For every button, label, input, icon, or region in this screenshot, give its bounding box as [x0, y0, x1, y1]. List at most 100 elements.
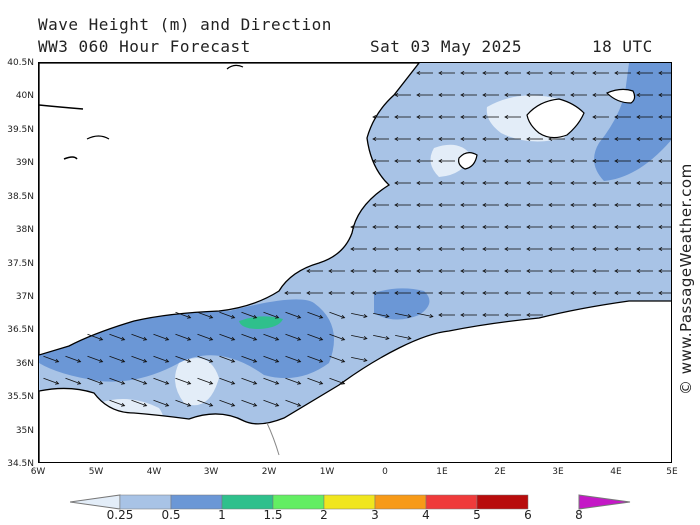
wave-direction-arrowhead	[394, 224, 399, 230]
wave-direction-arrowhead	[592, 70, 597, 76]
wave-direction-arrow	[175, 377, 191, 385]
wave-direction-arrowhead	[482, 268, 487, 274]
wave-direction-arrow	[307, 377, 323, 385]
wave-direction-arrowhead	[614, 136, 619, 142]
wave-direction-arrow	[219, 333, 235, 341]
wave-direction-arrowhead	[460, 136, 465, 142]
wave-direction-arrow	[131, 399, 147, 407]
wave-direction-arrowhead	[592, 136, 597, 142]
wave-direction-arrowhead	[636, 114, 641, 120]
lon-label: 3W	[203, 467, 219, 477]
wave-direction-arrow	[395, 335, 411, 339]
wave-direction-arrowhead	[658, 158, 663, 164]
wave-direction-arrowhead	[284, 290, 289, 296]
wave-direction-arrowhead	[230, 380, 236, 385]
wave-direction-arrowhead	[482, 312, 487, 318]
wave-direction-arrowhead	[526, 224, 531, 230]
wave-direction-arrowhead	[230, 314, 236, 319]
wave-direction-arrowhead	[164, 380, 170, 385]
lat-label: 36N	[15, 359, 34, 369]
wave-direction-arrowhead	[592, 224, 597, 230]
wave-direction-arrow	[175, 399, 191, 407]
wave-direction-arrowhead	[614, 224, 619, 230]
lat-label: 39N	[15, 158, 34, 168]
wave-direction-arrow	[241, 377, 257, 385]
wave-direction-arrowhead	[658, 224, 663, 230]
wave-direction-arrowhead	[526, 70, 531, 76]
wave-direction-arrow	[329, 355, 345, 363]
wave-direction-arrowhead	[482, 246, 487, 252]
lon-label: 1W	[319, 467, 335, 477]
wave-direction-arrowhead	[394, 268, 399, 274]
wave-direction-arrow	[241, 333, 257, 341]
wave-direction-arrowhead	[76, 380, 82, 385]
wave-direction-arrow	[43, 355, 59, 363]
wave-direction-arrowhead	[438, 268, 443, 274]
wave-direction-arrowhead	[460, 224, 465, 230]
wave-direction-arrowhead	[438, 180, 443, 186]
wave-direction-arrowhead	[186, 380, 192, 385]
wave-direction-arrowhead	[208, 314, 214, 319]
wave-direction-arrowhead	[504, 70, 509, 76]
wave-direction-arrow	[285, 355, 301, 363]
wave-direction-arrowhead	[636, 92, 641, 98]
wave-direction-arrowhead	[416, 180, 421, 186]
lat-label: 35.5N	[7, 392, 34, 402]
wave-direction-arrowhead	[614, 202, 619, 208]
wave-direction-arrowhead	[407, 314, 412, 319]
wave-direction-arrowhead	[120, 358, 126, 363]
wave-direction-arrowhead	[526, 158, 531, 164]
wave-direction-arrow	[285, 333, 301, 341]
wave-direction-arrowhead	[372, 114, 377, 120]
wave-direction-arrow	[153, 399, 169, 407]
wave-direction-arrowhead	[416, 290, 421, 296]
lon-label: 4E	[610, 467, 622, 477]
lon-label: 3E	[552, 467, 564, 477]
wave-direction-arrowhead	[460, 92, 465, 98]
wave-direction-arrow	[197, 311, 213, 319]
wave-direction-arrow	[109, 333, 125, 341]
wave-direction-arrowhead	[186, 314, 192, 319]
wave-direction-arrowhead	[636, 202, 641, 208]
wave-direction-arrowhead	[482, 92, 487, 98]
wave-direction-arrowhead	[570, 70, 575, 76]
wave-direction-arrow	[263, 311, 279, 319]
wave-direction-arrowhead	[98, 336, 104, 341]
wave-direction-arrow	[175, 333, 191, 341]
wave-direction-arrowhead	[296, 402, 302, 407]
wave-direction-arrow	[109, 377, 125, 385]
wave-direction-arrowhead	[274, 402, 280, 407]
wave-direction-arrow	[329, 333, 345, 341]
wave-direction-arrowhead	[252, 314, 258, 319]
wave-direction-arrowhead	[208, 380, 214, 385]
wave-direction-arrowhead	[230, 336, 236, 341]
colorbar-segment	[119, 494, 172, 510]
wave-direction-arrowhead	[504, 114, 509, 120]
wave-direction-arrowhead	[504, 224, 509, 230]
wave-direction-arrowhead	[372, 290, 377, 296]
colorbar-segment	[374, 494, 427, 510]
lat-label: 36.5N	[7, 325, 34, 335]
wave-direction-arrowhead	[394, 158, 399, 164]
wave-direction-arrow	[87, 333, 103, 341]
wave-direction-arrowhead	[186, 402, 192, 407]
wave-direction-arrowhead	[429, 314, 434, 319]
wave-direction-arrowhead	[318, 314, 324, 319]
wave-direction-arrow	[131, 333, 147, 341]
forecast-date: Sat 03 May 2025	[370, 37, 522, 56]
wave-direction-arrowhead	[230, 402, 236, 407]
wave-direction-arrowhead	[548, 246, 553, 252]
colorbar-label: 0.25	[106, 508, 134, 522]
wave-direction-arrowhead	[372, 158, 377, 164]
lat-label: 38N	[15, 225, 34, 235]
wave-direction-arrow	[65, 377, 81, 385]
wave-direction-arrow	[87, 355, 103, 363]
wave-direction-arrowhead	[570, 136, 575, 142]
colorbar-left-arrow	[70, 494, 121, 510]
colorbar-segment	[170, 494, 223, 510]
wave-direction-arrow	[329, 377, 345, 385]
wave-direction-arrowhead	[186, 336, 192, 341]
colorbar-label: 1	[218, 508, 226, 522]
forecast-model-label: WW3 060 Hour Forecast	[38, 37, 251, 56]
lon-label: 1E	[436, 467, 448, 477]
